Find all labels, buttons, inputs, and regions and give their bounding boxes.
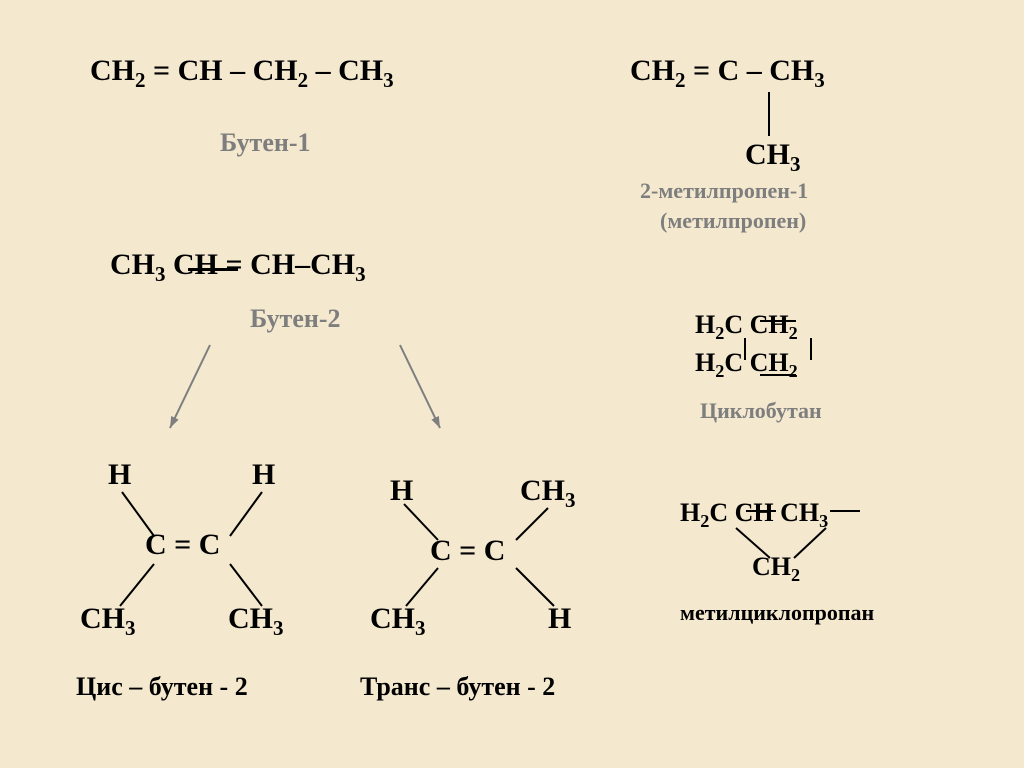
cyclobutane-bond-top bbox=[760, 320, 796, 322]
trans-ch3-top: CH3 bbox=[520, 474, 576, 513]
mcp-bond-right bbox=[830, 510, 860, 512]
trans-h1: H bbox=[390, 474, 413, 508]
trans-ch3-bot: CH3 bbox=[370, 602, 426, 641]
methylpropene-bond bbox=[768, 92, 770, 136]
methylpropene-name2: (метилпропен) bbox=[660, 208, 806, 234]
trans-name: Транс – бутен - 2 bbox=[360, 672, 555, 702]
mcp-diag-bonds bbox=[0, 0, 1024, 768]
cis-name: Цис – бутен - 2 bbox=[76, 672, 248, 702]
cis-ch3-2: CH3 bbox=[228, 602, 284, 641]
cyclobutane-bond-bottom bbox=[760, 374, 796, 376]
trans-bonds bbox=[0, 0, 1024, 768]
cis-bonds bbox=[0, 0, 1024, 768]
mcp-name: метилциклопропан bbox=[680, 600, 874, 626]
trans-center: C = C bbox=[430, 534, 505, 568]
butene1-name: Бутен-1 bbox=[220, 128, 311, 158]
arrow-right bbox=[0, 0, 1024, 768]
cis-h2: H bbox=[252, 458, 275, 492]
butene1-formula: CH2 = CH – CH2 – CH3 bbox=[90, 54, 394, 93]
methylpropene-line1: CH2 = C – CH3 bbox=[630, 54, 825, 93]
cyclobutane-bond-left bbox=[744, 338, 746, 360]
cyclobutane-bond-right bbox=[810, 338, 812, 360]
chemistry-diagram: CH2 = CH – CH2 – CH3 Бутен-1 CH2 = C – C… bbox=[0, 0, 1024, 768]
mcp-line1: H2C CH CH3 bbox=[680, 498, 828, 532]
cyclobutane-name: Циклобутан bbox=[700, 398, 822, 424]
methylpropene-line2: CH3 bbox=[745, 138, 801, 177]
cis-ch3-1: CH3 bbox=[80, 602, 136, 641]
methylpropene-name1: 2-метилпропен-1 bbox=[640, 178, 808, 204]
cyclobutane-line1: H2C CH2 bbox=[695, 310, 798, 344]
cis-center: C = C bbox=[145, 528, 220, 562]
cis-h1: H bbox=[108, 458, 131, 492]
arrow-left bbox=[0, 0, 1024, 768]
butene2-dash bbox=[188, 268, 238, 271]
butene2-name: Бутен-2 bbox=[250, 304, 341, 334]
mcp-line2: CH2 bbox=[752, 552, 800, 586]
mcp-bond-top bbox=[746, 510, 776, 512]
cyclobutane-line2: H2C CH2 bbox=[695, 348, 798, 382]
trans-h2: H bbox=[548, 602, 571, 636]
